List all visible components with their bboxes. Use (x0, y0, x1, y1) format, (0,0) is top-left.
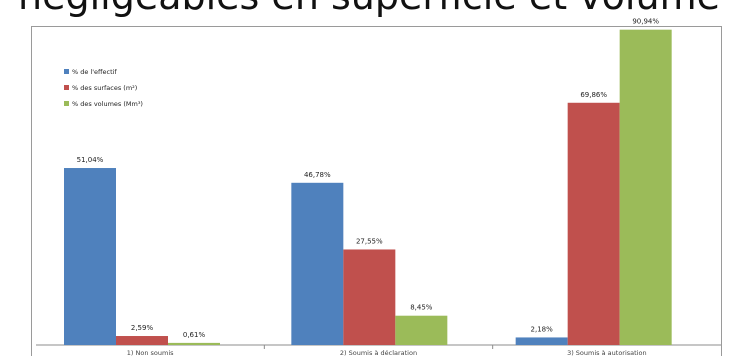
data-label-1-3: 2,18% (531, 325, 554, 333)
data-label-2-1: 2,59% (131, 324, 154, 332)
legend-swatch-2 (64, 85, 69, 90)
bar-2-1 (116, 336, 168, 345)
legend-swatch-1 (64, 69, 69, 74)
category-label-2: 2) Soumis à déclaration (340, 349, 417, 356)
data-label-3-2: 8,45% (410, 304, 433, 312)
bar-1-1 (64, 168, 116, 345)
bar-3-1 (168, 342, 220, 345)
category-label-1: 1) Non soumis (127, 349, 174, 356)
category-label-3: 3) Soumis à autorisation (567, 349, 647, 356)
slide-heading: négligeables en superficie et volume (0, 0, 738, 19)
data-label-1-1: 51,04% (77, 156, 104, 164)
data-label-2-3: 69,86% (580, 91, 607, 99)
data-label-2-2: 27,55% (356, 237, 383, 245)
bar-3-2 (395, 315, 448, 345)
data-label-3-3: 90,94% (632, 18, 659, 26)
legend-label-1: % de l'effectif (72, 68, 117, 76)
bar-1-3 (515, 337, 568, 345)
bar-2-3 (567, 102, 620, 346)
legend-label-3: % des volumes (Mm³) (72, 100, 143, 108)
legend-swatch-3 (64, 101, 69, 106)
bar-3-3 (619, 29, 672, 345)
bar-1-2 (291, 182, 344, 345)
data-label-1-2: 46,78% (304, 171, 331, 179)
bar-2-2 (343, 249, 396, 345)
data-label-3-1: 0,61% (183, 331, 206, 339)
legend-label-2: % des surfaces (m²) (72, 84, 137, 92)
